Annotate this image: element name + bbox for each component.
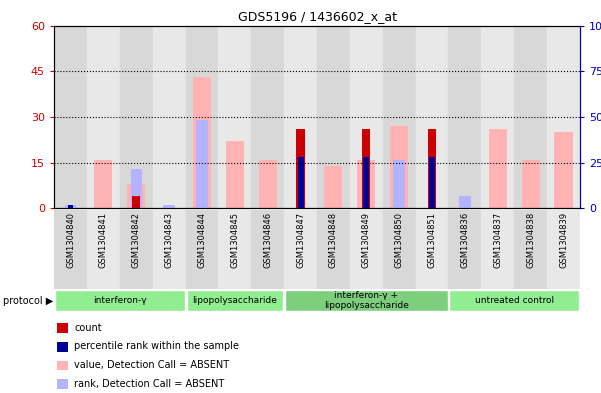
Bar <box>127 184 145 208</box>
Bar <box>547 26 580 208</box>
Text: interferon-γ +
lipopolysaccharide: interferon-γ + lipopolysaccharide <box>324 291 409 310</box>
Bar <box>547 210 580 289</box>
Bar <box>489 129 507 208</box>
Text: percentile rank within the sample: percentile rank within the sample <box>74 342 239 351</box>
Text: GSM1304847: GSM1304847 <box>296 212 305 268</box>
Bar <box>56 379 69 389</box>
Bar <box>120 26 153 208</box>
Bar <box>87 210 120 289</box>
Text: GSM1304848: GSM1304848 <box>329 212 338 268</box>
Bar <box>94 160 112 208</box>
Bar <box>153 26 186 208</box>
Text: GSM1304844: GSM1304844 <box>198 212 207 268</box>
Bar <box>325 166 343 208</box>
Bar <box>350 210 383 289</box>
Bar <box>285 290 448 311</box>
Text: value, Detection Call = ABSENT: value, Detection Call = ABSENT <box>74 360 229 370</box>
Text: GSM1304842: GSM1304842 <box>132 212 141 268</box>
Text: interferon-γ: interferon-γ <box>93 296 147 305</box>
Bar <box>186 290 283 311</box>
Bar <box>429 156 435 208</box>
Bar <box>153 210 186 289</box>
Text: GSM1304845: GSM1304845 <box>230 212 239 268</box>
Bar <box>284 26 317 208</box>
Bar <box>390 126 408 208</box>
Bar <box>514 26 547 208</box>
Bar <box>218 26 251 208</box>
Text: GSM1304837: GSM1304837 <box>493 212 502 268</box>
Bar <box>56 360 69 370</box>
Bar <box>186 26 218 208</box>
Bar <box>56 342 69 352</box>
Bar <box>362 129 370 208</box>
Bar <box>317 210 350 289</box>
Bar <box>54 26 87 208</box>
Text: GSM1304843: GSM1304843 <box>165 212 174 268</box>
Bar <box>132 196 141 208</box>
Bar <box>481 210 514 289</box>
Bar <box>55 290 185 311</box>
Bar <box>428 129 436 208</box>
Bar <box>130 169 142 208</box>
Text: GSM1304846: GSM1304846 <box>263 212 272 268</box>
Bar <box>251 26 284 208</box>
Bar <box>120 210 153 289</box>
Text: GSM1304838: GSM1304838 <box>526 212 535 268</box>
Text: GSM1304849: GSM1304849 <box>362 212 371 268</box>
Bar <box>218 210 251 289</box>
Text: rank, Detection Call = ABSENT: rank, Detection Call = ABSENT <box>74 379 224 389</box>
Bar <box>459 196 471 208</box>
Text: GDS5196 / 1436602_x_at: GDS5196 / 1436602_x_at <box>237 10 397 23</box>
Bar <box>296 129 305 208</box>
Bar <box>416 26 448 208</box>
Text: lipopolysaccharide: lipopolysaccharide <box>192 296 277 305</box>
Bar <box>555 132 573 208</box>
Text: GSM1304841: GSM1304841 <box>99 212 108 268</box>
Bar <box>317 26 350 208</box>
Bar <box>383 26 416 208</box>
Bar <box>258 160 277 208</box>
Bar <box>448 210 481 289</box>
Bar <box>284 210 317 289</box>
Bar <box>350 26 383 208</box>
Bar <box>514 210 547 289</box>
Bar <box>522 160 540 208</box>
Text: GSM1304850: GSM1304850 <box>395 212 404 268</box>
Bar <box>163 205 175 208</box>
Bar <box>364 156 369 208</box>
Text: GSM1304836: GSM1304836 <box>460 212 469 268</box>
Bar <box>297 156 304 208</box>
Bar <box>357 160 376 208</box>
Bar <box>394 160 405 208</box>
Bar <box>186 210 218 289</box>
Bar <box>383 210 416 289</box>
Bar <box>481 26 514 208</box>
Bar <box>448 26 481 208</box>
Bar <box>226 141 244 208</box>
Bar <box>193 77 211 208</box>
Text: count: count <box>74 323 102 332</box>
Text: GSM1304839: GSM1304839 <box>559 212 568 268</box>
Bar <box>65 205 76 208</box>
Text: protocol ▶: protocol ▶ <box>3 296 53 306</box>
Bar <box>56 323 69 333</box>
Bar <box>450 290 579 311</box>
Bar <box>67 205 73 208</box>
Bar <box>251 210 284 289</box>
Text: GSM1304851: GSM1304851 <box>427 212 436 268</box>
Bar <box>416 210 448 289</box>
Bar <box>87 26 120 208</box>
Text: untreated control: untreated control <box>475 296 554 305</box>
Text: GSM1304840: GSM1304840 <box>66 212 75 268</box>
Bar <box>54 210 87 289</box>
Bar <box>197 120 208 208</box>
